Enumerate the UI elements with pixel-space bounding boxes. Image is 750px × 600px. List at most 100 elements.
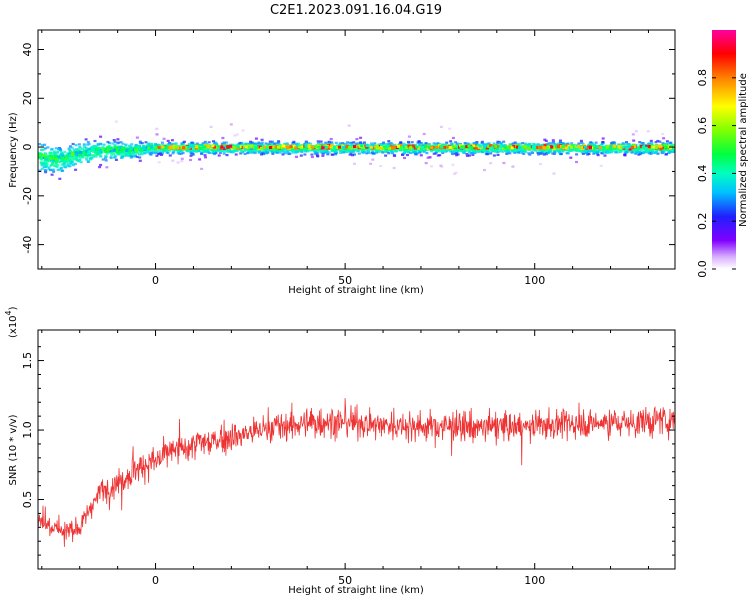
spectrogram-cell — [276, 149, 280, 152]
spectrogram-cell — [604, 151, 608, 154]
spectrogram-cell — [508, 152, 512, 155]
spectrogram-cell — [83, 146, 87, 149]
spectrogram-cell — [266, 144, 270, 147]
spectrogram-ridge-cell — [577, 144, 581, 148]
spectrogram-cell — [334, 141, 338, 144]
spectrogram-ridge-cell — [294, 146, 298, 150]
spectrogram-ridge-cell — [667, 145, 671, 148]
spectrogram-cell — [403, 147, 406, 150]
spectrogram-ridge-cell — [512, 145, 516, 148]
spectrogram-cell — [53, 150, 56, 153]
spectrogram-cell — [236, 143, 240, 146]
spectrogram-cell — [96, 153, 99, 156]
spectrogram-cell — [651, 150, 655, 153]
spectrogram-ridge-cell — [523, 145, 527, 149]
spectrogram-ridge-cell — [571, 144, 575, 148]
spectrogram-cell — [575, 153, 579, 156]
spectrogram-cell — [194, 150, 198, 153]
spectrogram-ridge-cell — [478, 144, 482, 148]
spectrogram-cell — [370, 142, 373, 145]
spectrogram-cell — [418, 141, 422, 144]
spectrogram-ridge-cell — [298, 145, 302, 149]
spectrogram-cell — [569, 149, 573, 152]
spectrogram-cell — [170, 143, 173, 146]
spectrogram-cell — [498, 142, 502, 145]
spectrogram-cell — [619, 150, 623, 153]
spectrogram-cell — [45, 163, 49, 166]
spectrogram-cell — [356, 149, 360, 152]
colorbar-label: Normalized spectral amplitude — [738, 73, 749, 227]
spectrogram-cell — [251, 151, 255, 154]
spectrogram-cell — [44, 171, 48, 174]
spectrogram-cell — [623, 154, 627, 157]
snr-ticks: 0 50 100 0.5 1.0 1.5 — [21, 330, 675, 587]
spectrogram-cell — [275, 151, 279, 154]
spectrogram-cell — [496, 153, 500, 156]
spectrogram-cell — [326, 153, 330, 156]
spectrogram-cell — [187, 143, 191, 146]
spectrogram-ridge-cell — [399, 143, 403, 147]
spectrogram-cell — [271, 152, 275, 155]
spectrogram-cell — [47, 166, 51, 169]
spectrogram-ridge-cell — [91, 148, 95, 152]
spectrogram-cell — [179, 152, 183, 155]
spectrogram-cell — [59, 166, 63, 170]
colorbar: 0.0 0.2 0.4 0.6 0.8 Normalized spectral ampl… — [696, 30, 749, 278]
spectrogram-ridge-cell — [531, 145, 535, 149]
spectrogram-cell — [52, 168, 56, 171]
spectrogram-cell — [56, 164, 60, 167]
spectrogram-ridge-cell — [563, 145, 567, 149]
spectrogram-ridge-cell — [186, 145, 191, 149]
spectrogram-cell — [537, 152, 540, 155]
spectrogram-cell — [625, 141, 628, 144]
spectrogram-cell — [375, 151, 378, 154]
spectrogram-ridge-cell — [521, 145, 525, 149]
spectrogram-cell — [168, 142, 171, 145]
spectrogram-cell — [623, 152, 627, 155]
spectrogram-cell — [341, 150, 345, 153]
spectrogram-cell — [488, 147, 492, 150]
spectrogram-cell — [130, 151, 134, 154]
spectrogram-cell — [648, 142, 652, 145]
spectrogram-ridge-cell — [211, 144, 215, 148]
spectrogram-ridge-cell — [535, 145, 539, 149]
spectrogram-cell — [630, 151, 634, 154]
spectrogram-cell — [455, 144, 459, 147]
spectrogram-cell — [465, 152, 469, 156]
spectrogram-cell — [310, 155, 314, 159]
spectrogram-cell — [656, 152, 660, 155]
spectrogram-cell — [71, 142, 75, 146]
spectrogram-cell — [314, 153, 318, 156]
spectrogram-cell — [294, 149, 298, 152]
spectrogram-cell — [441, 151, 445, 154]
spectrogram-cell — [82, 143, 86, 146]
spectrogram-ridge-cell — [317, 145, 321, 149]
spectrogram-cell — [309, 149, 312, 152]
spectrogram-cell — [81, 147, 84, 150]
spectrogram-cell — [545, 150, 549, 153]
spectrogram-ridge-cell — [259, 146, 264, 150]
spectrogram-cell — [447, 144, 451, 147]
spectrogram-cell — [418, 151, 422, 154]
spectrogram-ridge-cell — [135, 148, 139, 152]
spectrogram-cell — [610, 151, 614, 154]
spectrogram-cell — [515, 151, 519, 154]
snr-xtick-label: 100 — [524, 574, 545, 587]
spectrogram-cell — [340, 148, 344, 151]
spectrogram-ridge-cell — [516, 145, 520, 149]
spectrogram-cell — [282, 151, 286, 154]
spectrogram-cell — [264, 142, 268, 145]
spectrogram-ridge-cell — [385, 144, 389, 148]
spectrogram-cell — [330, 148, 334, 151]
spectrogram-cell — [124, 143, 128, 146]
spectrogram-cell — [601, 137, 605, 140]
spectrogram-cell — [218, 151, 222, 154]
spectrogram-cell — [40, 167, 44, 170]
spectrogram-ridge-cell — [60, 155, 64, 159]
spectrogram-cell — [361, 148, 365, 151]
spectrogram-cell — [572, 149, 576, 152]
spectrogram-cell — [566, 152, 570, 155]
spectrogram-cell — [649, 139, 653, 142]
spectrogram-cell — [496, 141, 500, 144]
